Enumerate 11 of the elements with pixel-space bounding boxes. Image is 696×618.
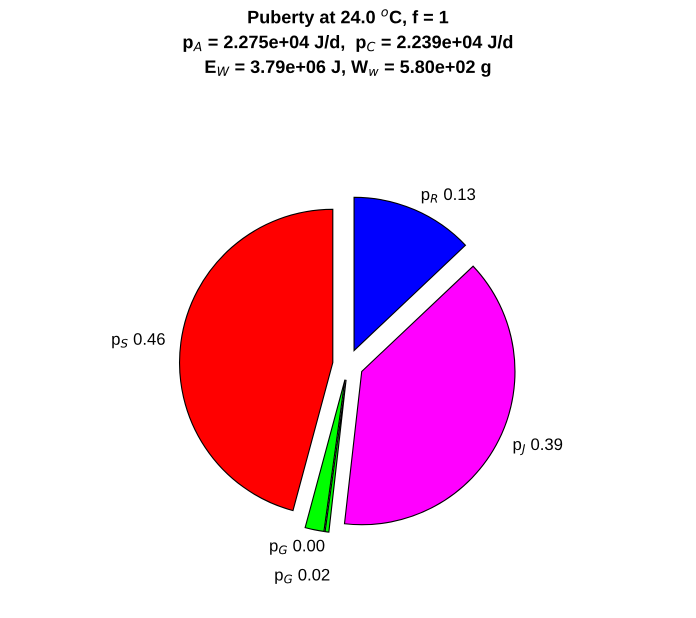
- data-label: 0.02: [298, 568, 330, 581]
- data-label: 0.39: [531, 438, 562, 450]
- chart-title: Puberty at 24.0 $^{o}$C, f = 1 p$_{A}$ = 2.275e+04 J/d, p$_{C}$ = 2.239e+04 J/d E$_{W}$ = 3.79e+06 J, W$_{w}$ = 5.80e+02 g: [184, 9, 512, 77]
- slice-label: p$_{G}$: [270, 542, 287, 555]
- slice-label: p$_{R}$: [422, 190, 438, 204]
- slice-label: p$_{S}$: [112, 336, 128, 348]
- data-label: 0.46: [134, 333, 165, 345]
- slice-label: p$_{J}$: [514, 441, 526, 456]
- slice-label: p$_{G}$: [275, 571, 292, 584]
- data-label: 0.13: [444, 188, 476, 200]
- data-label: 0.00: [293, 540, 324, 552]
